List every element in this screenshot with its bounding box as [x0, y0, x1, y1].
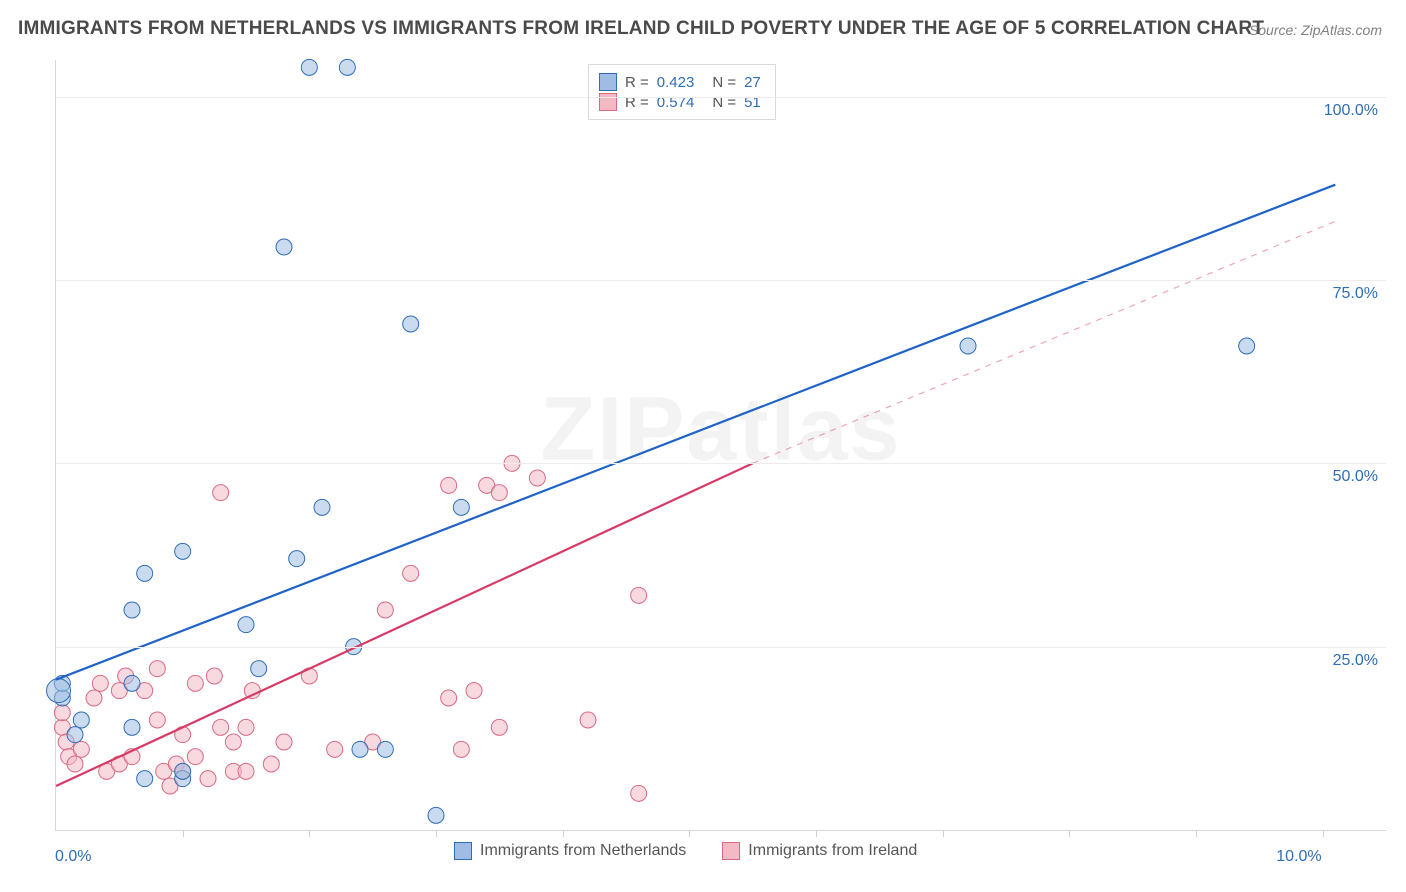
- point-netherlands: [137, 565, 153, 581]
- point-netherlands: [453, 499, 469, 515]
- point-netherlands: [47, 679, 71, 703]
- point-netherlands: [339, 59, 355, 75]
- point-ireland: [86, 690, 102, 706]
- legend-r-value: 0.423: [657, 74, 695, 91]
- x-tick: [436, 830, 437, 837]
- point-ireland: [54, 705, 70, 721]
- legend-series-item: Immigrants from Netherlands: [454, 842, 686, 860]
- gridline-y: [56, 280, 1386, 281]
- point-ireland: [187, 675, 203, 691]
- point-ireland: [92, 675, 108, 691]
- x-tick: [563, 830, 564, 837]
- point-ireland: [149, 661, 165, 677]
- y-tick-label: 100.0%: [1324, 102, 1378, 120]
- point-ireland: [403, 565, 419, 581]
- legend-series-label: Immigrants from Ireland: [748, 842, 917, 860]
- source-attribution: Source: ZipAtlas.com: [1249, 22, 1382, 38]
- point-netherlands: [124, 675, 140, 691]
- point-netherlands: [175, 763, 191, 779]
- point-ireland: [529, 470, 545, 486]
- x-tick: [1323, 830, 1324, 837]
- point-netherlands: [67, 727, 83, 743]
- legend-n-value: 27: [744, 74, 761, 91]
- x-tick: [1196, 830, 1197, 837]
- x-tick: [309, 830, 310, 837]
- point-netherlands: [289, 551, 305, 567]
- legend-swatch: [454, 842, 472, 860]
- point-netherlands: [1239, 338, 1255, 354]
- gridline-y: [56, 463, 1386, 464]
- point-ireland: [200, 771, 216, 787]
- y-tick-label: 25.0%: [1333, 652, 1378, 670]
- legend-correlation: R =0.423N =27R =0.574N =51: [588, 64, 776, 120]
- point-ireland: [491, 719, 507, 735]
- legend-r-label: R =: [625, 74, 649, 91]
- x-tick: [943, 830, 944, 837]
- point-ireland: [225, 734, 241, 750]
- point-ireland: [441, 477, 457, 493]
- legend-series-label: Immigrants from Netherlands: [480, 842, 686, 860]
- gridline-y: [56, 647, 1386, 648]
- chart-canvas: [56, 60, 1386, 830]
- x-tick: [816, 830, 817, 837]
- plot-area: ZIPatlas R =0.423N =27R =0.574N =51 25.0…: [55, 60, 1386, 831]
- point-netherlands: [238, 617, 254, 633]
- x-tick-label: 0.0%: [55, 848, 91, 866]
- point-ireland: [466, 683, 482, 699]
- legend-swatch: [722, 842, 740, 860]
- point-ireland: [213, 719, 229, 735]
- legend-series: Immigrants from Netherlands Immigrants fr…: [454, 842, 917, 860]
- point-netherlands: [73, 712, 89, 728]
- point-ireland: [67, 756, 83, 772]
- x-tick: [1069, 830, 1070, 837]
- legend-row: R = 0.423 N = 27: [599, 73, 761, 91]
- x-tick: [183, 830, 184, 837]
- point-netherlands: [124, 602, 140, 618]
- point-ireland: [327, 741, 343, 757]
- point-netherlands: [251, 661, 267, 677]
- point-netherlands: [276, 239, 292, 255]
- point-netherlands: [137, 771, 153, 787]
- point-netherlands: [960, 338, 976, 354]
- point-ireland: [580, 712, 596, 728]
- gridline-y: [56, 97, 1386, 98]
- point-ireland: [631, 587, 647, 603]
- legend-n-label: N =: [712, 74, 736, 91]
- point-netherlands: [301, 59, 317, 75]
- point-netherlands: [428, 807, 444, 823]
- point-ireland: [263, 756, 279, 772]
- point-ireland: [491, 485, 507, 501]
- y-tick-label: 50.0%: [1333, 468, 1378, 486]
- point-ireland: [631, 785, 647, 801]
- point-ireland: [441, 690, 457, 706]
- point-netherlands: [377, 741, 393, 757]
- x-tick-label: 10.0%: [1276, 848, 1321, 866]
- point-netherlands: [352, 741, 368, 757]
- point-ireland: [453, 741, 469, 757]
- point-ireland: [73, 741, 89, 757]
- point-ireland: [206, 668, 222, 684]
- point-netherlands: [314, 499, 330, 515]
- point-ireland: [276, 734, 292, 750]
- point-ireland: [213, 485, 229, 501]
- point-netherlands: [124, 719, 140, 735]
- chart-title: IMMIGRANTS FROM NETHERLANDS VS IMMIGRANT…: [18, 18, 1264, 40]
- point-netherlands: [403, 316, 419, 332]
- legend-swatch: [599, 73, 617, 91]
- legend-series-item: Immigrants from Ireland: [722, 842, 917, 860]
- point-ireland: [377, 602, 393, 618]
- point-ireland: [238, 719, 254, 735]
- point-ireland: [238, 763, 254, 779]
- x-tick: [689, 830, 690, 837]
- point-ireland: [149, 712, 165, 728]
- point-netherlands: [175, 543, 191, 559]
- y-tick-label: 75.0%: [1333, 285, 1378, 303]
- point-ireland: [187, 749, 203, 765]
